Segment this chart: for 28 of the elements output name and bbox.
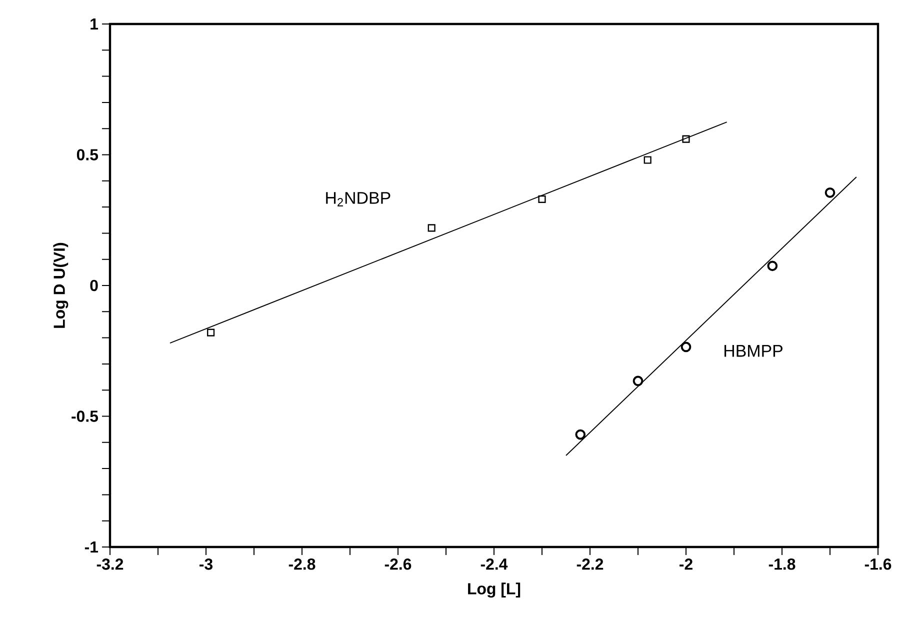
point [538,195,546,203]
point [632,376,644,386]
x-tick-label: -2.2 [576,558,604,570]
point [682,135,690,143]
y-axis-title: Log D U(VI) [53,242,68,328]
x-tick-label: -2.8 [288,558,316,570]
x-tick-label: -2 [680,558,692,570]
point [428,224,436,232]
point [644,156,652,164]
point [207,328,215,336]
x-tick-label: -1.8 [768,558,796,570]
y-tick-label: -1 [84,542,98,552]
y-tick-label: 1 [90,18,98,30]
x-tick-label: -3.2 [96,558,124,570]
y-tick-label: 0 [90,280,98,292]
point [575,429,586,440]
x-tick-label: -3 [200,558,213,570]
x-axis-title: Log [L] [468,582,520,598]
point [767,260,778,272]
point [680,342,692,352]
point [824,187,836,198]
x-tick-label: -2.6 [384,558,412,570]
text: HBMPP [724,345,782,357]
x-tick-label: -1.6 [864,558,892,570]
y-tick-label: -0.5 [72,410,98,422]
text: H$_{2}$NDBP [326,192,390,206]
y-tick-label: 0.5 [76,149,98,160]
x-tick-label: -2.4 [480,558,508,570]
